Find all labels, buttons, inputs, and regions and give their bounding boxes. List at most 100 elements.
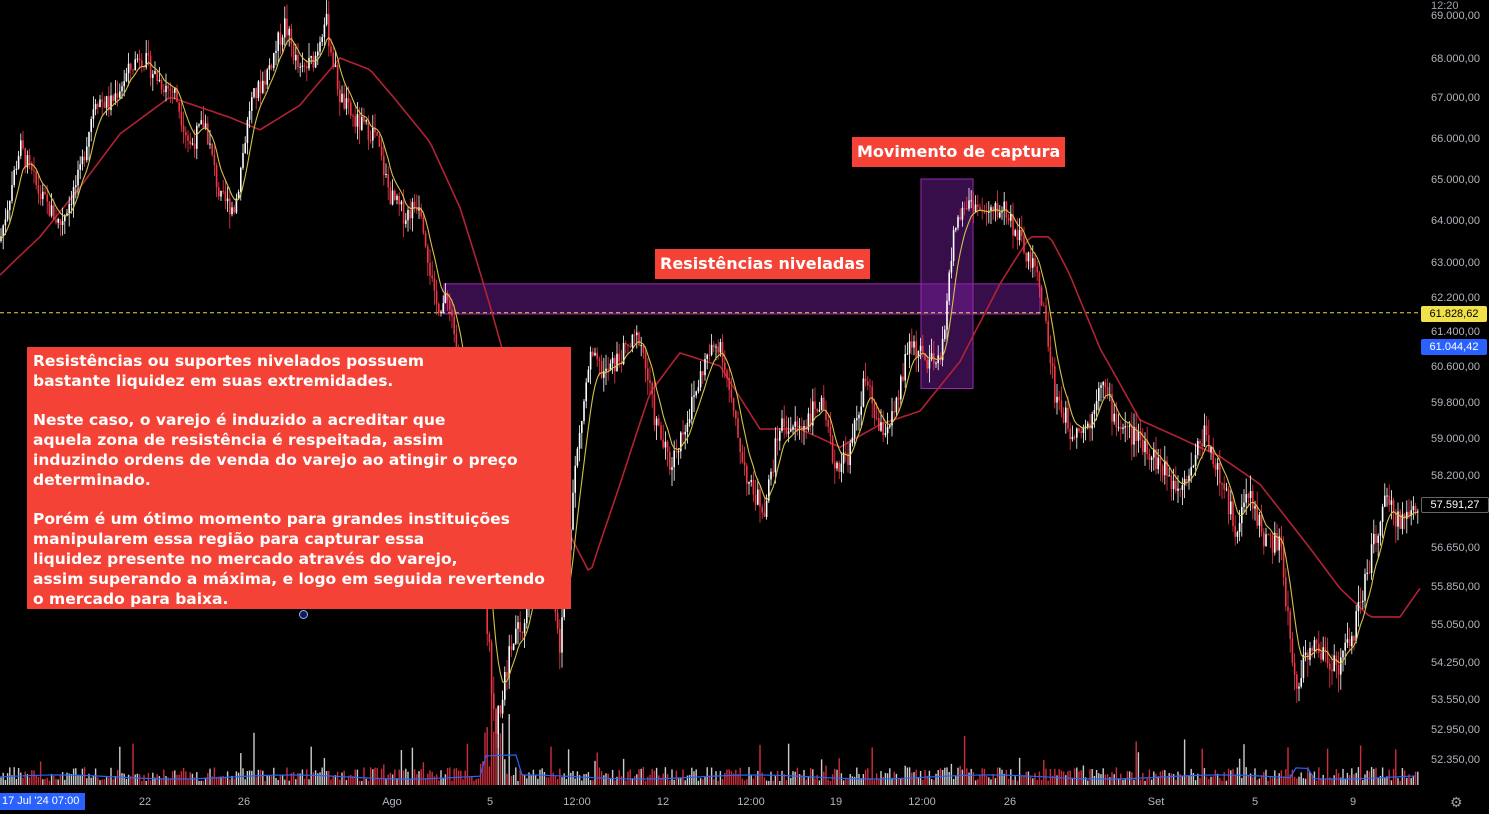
volume-bar	[55, 778, 57, 785]
volume-bar	[358, 780, 361, 785]
candle-body	[79, 164, 81, 170]
volume-bar	[407, 771, 409, 785]
volume-bar	[1287, 747, 1289, 785]
candle-body	[1392, 500, 1395, 512]
volume-bar	[1291, 769, 1294, 785]
candle-body	[57, 218, 59, 223]
volume-bar	[798, 774, 801, 785]
candle-body	[1144, 440, 1146, 453]
volume-bar	[1113, 774, 1115, 785]
candle-body	[884, 433, 887, 436]
moving-average-line	[0, 57, 1421, 618]
volume-bar	[169, 779, 172, 785]
volume-bar	[1232, 768, 1234, 785]
candle-body	[1300, 678, 1302, 687]
volume-bar	[328, 770, 330, 785]
volume-bar	[402, 770, 405, 785]
candle-body	[1124, 426, 1126, 428]
candle-body	[20, 140, 22, 156]
volume-bar	[174, 770, 176, 785]
volume-bar	[1384, 778, 1386, 785]
volume-bar	[871, 747, 873, 785]
volume-bar	[1271, 777, 1274, 785]
candle-body	[1357, 602, 1360, 612]
candle-body	[605, 368, 607, 372]
candle-body	[1201, 443, 1203, 447]
volume-bar	[900, 779, 902, 785]
candle-body	[198, 124, 200, 126]
candle-body	[895, 397, 898, 413]
candle-body	[1058, 396, 1060, 401]
volume-bar	[28, 777, 31, 785]
settings-gear-icon[interactable]: ⚙	[1450, 794, 1463, 810]
volume-bar	[528, 772, 530, 785]
volume-bar	[869, 778, 871, 785]
candle-body	[361, 117, 363, 130]
candle-body	[9, 200, 11, 211]
price-tick-label: 53.550,00	[1431, 694, 1480, 706]
volume-bar	[1379, 775, 1382, 785]
volume-bar	[732, 773, 735, 785]
volume-bar	[721, 778, 724, 785]
volume-bar	[286, 767, 288, 785]
volume-bar	[671, 769, 673, 785]
volume-bar	[251, 770, 253, 785]
candle-body	[1260, 514, 1263, 533]
candle-body	[814, 401, 816, 409]
volume-bar	[220, 776, 222, 785]
candle-body	[1309, 647, 1311, 660]
anchor-dot[interactable]	[299, 610, 308, 619]
volume-bar	[86, 778, 88, 785]
volume-bar	[1214, 769, 1217, 785]
volume-bar	[15, 778, 18, 785]
time-tick-label: 12:00	[563, 796, 591, 808]
volume-bar	[1390, 780, 1393, 785]
candle-body	[1289, 611, 1291, 639]
volume-bar	[24, 771, 26, 785]
volume-bar	[867, 768, 869, 785]
volume-bar	[781, 770, 783, 785]
volume-bar	[805, 779, 807, 785]
price-tick-label: 63.000,00	[1431, 257, 1480, 269]
candle-body	[295, 54, 297, 61]
volume-bar	[1412, 775, 1415, 785]
candle-body	[354, 116, 356, 127]
volume-bar	[693, 771, 695, 785]
volume-bar	[688, 775, 691, 785]
volume-bar	[1366, 770, 1368, 785]
candle-body	[374, 128, 376, 132]
volume-bar	[1212, 776, 1214, 785]
volume-bar	[642, 767, 645, 785]
volume-bar	[728, 769, 730, 785]
candle-body	[616, 353, 618, 372]
volume-bar	[829, 780, 832, 785]
volume-bar	[1177, 771, 1179, 785]
volume-bar	[1311, 774, 1313, 785]
candle-body	[561, 617, 563, 653]
candle-body	[1016, 230, 1019, 241]
candle-body	[1100, 385, 1102, 388]
volume-bar	[576, 771, 579, 785]
volume-bar	[1252, 777, 1254, 785]
volume-bar	[497, 731, 499, 785]
volume-bar	[1359, 745, 1362, 785]
volume-bar	[372, 769, 374, 785]
candle-body	[706, 354, 708, 360]
candle-body	[735, 410, 737, 419]
volume-bar	[609, 778, 612, 785]
volume-bar	[1331, 779, 1333, 785]
candle-body	[130, 63, 132, 70]
volume-bar	[539, 769, 541, 785]
candle-body	[292, 43, 295, 61]
volume-bar	[1399, 780, 1401, 785]
candle-body	[154, 71, 156, 75]
volume-bar	[521, 773, 524, 785]
volume-bar	[295, 779, 297, 785]
candle-body	[748, 482, 750, 484]
candle-body	[310, 56, 312, 58]
candle-body	[1320, 652, 1322, 660]
volume-bar	[1051, 775, 1054, 785]
volume-bar	[664, 767, 667, 785]
volume-bar	[814, 778, 816, 785]
